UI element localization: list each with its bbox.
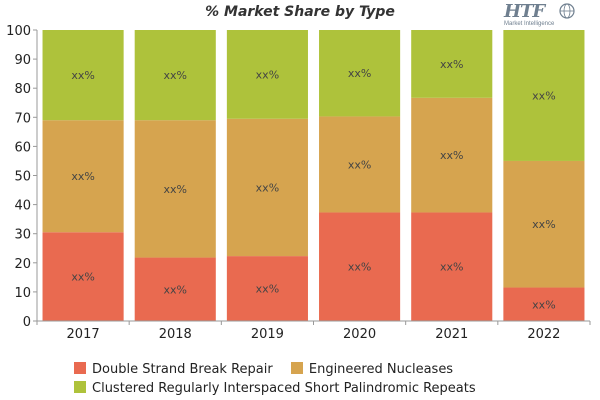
bar-2019-series-0 (226, 256, 308, 321)
data-label-2022-series-2: xx% (532, 89, 555, 102)
x-tick-label-2018: 2018 (159, 327, 192, 342)
brand-logo: HTF Market Intelligence (502, 1, 582, 31)
y-tick-label-50: 50 (14, 170, 31, 185)
legend-swatch-double-strand (74, 362, 86, 374)
legend-item-crispr: Clustered Regularly Interspaced Short Pa… (74, 381, 476, 396)
legend-label-double-strand: Double Strand Break Repair (92, 362, 273, 377)
data-label-2021-series-0: xx% (440, 261, 463, 274)
x-tick-label-2017: 2017 (67, 327, 100, 342)
bar-2020-series-1 (319, 116, 401, 213)
y-tick-label-10: 10 (14, 286, 31, 301)
legend-label-engineered: Engineered Nucleases (308, 362, 454, 377)
data-label-2018-series-1: xx% (164, 183, 187, 196)
legend-row-2: Clustered Regularly Interspaced Short Pa… (74, 381, 490, 396)
data-label-2020-series-0: xx% (348, 261, 371, 274)
y-tick-label-60: 60 (14, 140, 31, 155)
logo-tagline: Market Intelligence (504, 21, 555, 27)
x-tick-label-2019: 2019 (251, 327, 284, 342)
data-label-2021-series-1: xx% (440, 149, 463, 162)
bar-2020-series-2 (319, 30, 401, 117)
bar-2017-series-1 (42, 120, 124, 233)
y-tick-label-0: 0 (23, 315, 31, 330)
bar-2020-series-0 (319, 212, 401, 321)
y-tick-label-30: 30 (14, 228, 31, 243)
bar-2019-series-1 (226, 118, 308, 257)
y-tick-label-80: 80 (14, 82, 31, 97)
bar-2022-series-0 (503, 287, 585, 321)
data-label-2020-series-2: xx% (348, 67, 371, 80)
data-label-2022-series-1: xx% (532, 218, 555, 231)
bar-2021-series-2 (411, 30, 493, 98)
data-label-2018-series-2: xx% (164, 69, 187, 82)
legend-label-crispr: Clustered Regularly Interspaced Short Pa… (92, 381, 476, 396)
data-label-2019-series-0: xx% (256, 283, 279, 296)
bar-2018-series-2 (134, 30, 216, 121)
data-label-2020-series-1: xx% (348, 158, 371, 171)
y-tick-label-90: 90 (14, 53, 31, 68)
x-tick-label-2020: 2020 (343, 327, 376, 342)
bar-2018-series-0 (134, 257, 216, 321)
bar-2022-series-2 (503, 30, 585, 161)
globe-icon (559, 3, 575, 19)
data-label-2021-series-2: xx% (440, 58, 463, 71)
data-label-2017-series-1: xx% (71, 170, 94, 183)
bar-2021-series-0 (411, 212, 493, 321)
y-tick-label-40: 40 (14, 199, 31, 214)
x-tick-label-2022: 2022 (527, 327, 560, 342)
y-tick-label-100: 100 (6, 24, 31, 39)
bar-2022-series-1 (503, 160, 585, 288)
bar-2021-series-1 (411, 97, 493, 213)
data-label-2019-series-1: xx% (256, 181, 279, 194)
legend-item-engineered: Engineered Nucleases (290, 362, 454, 377)
data-label-2017-series-0: xx% (71, 271, 94, 284)
data-label-2018-series-0: xx% (164, 283, 187, 296)
data-label-2017-series-2: xx% (71, 69, 94, 82)
bar-2019-series-2 (226, 30, 308, 119)
x-tick-label-2021: 2021 (435, 327, 468, 342)
legend-row-1: Double Strand Break Repair Engineered Nu… (74, 362, 467, 377)
legend-item-double-strand: Double Strand Break Repair (74, 362, 273, 377)
chart-title: % Market Share by Type (205, 4, 395, 20)
bar-2018-series-1 (134, 120, 216, 258)
logo-brand: HTF (504, 1, 545, 22)
bar-2017-series-0 (42, 232, 124, 321)
data-label-2019-series-2: xx% (256, 68, 279, 81)
legend-swatch-engineered (290, 362, 303, 374)
legend-swatch-crispr (74, 381, 86, 393)
y-tick-label-70: 70 (14, 111, 31, 126)
bar-2017-series-2 (42, 30, 124, 121)
y-tick-label-20: 20 (14, 257, 31, 272)
data-label-2022-series-0: xx% (532, 298, 555, 311)
